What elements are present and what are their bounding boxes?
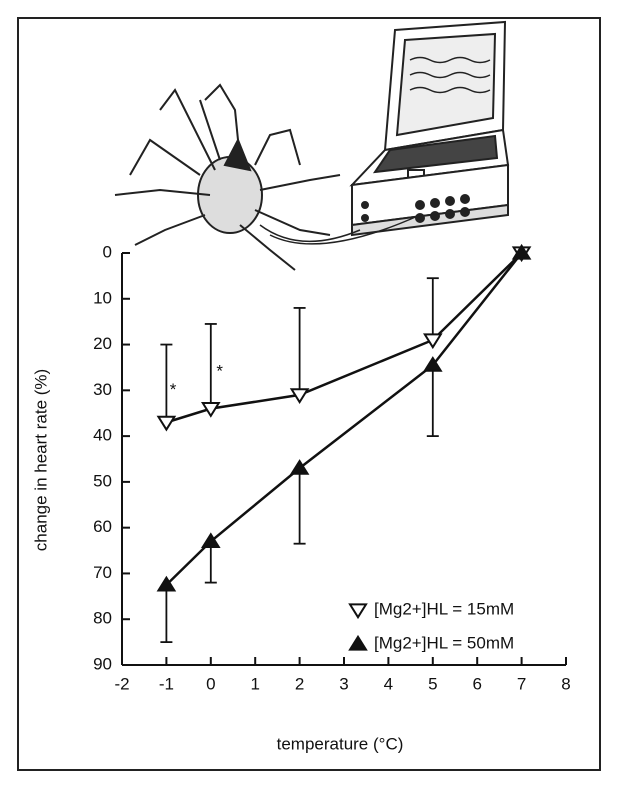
x-tick-label: -1 bbox=[159, 674, 174, 693]
marker bbox=[348, 603, 368, 620]
x-tick-label: 5 bbox=[428, 674, 437, 693]
x-tick-label: 7 bbox=[517, 674, 526, 693]
marker bbox=[200, 532, 221, 548]
legend-label: [Mg2+]HL = 15mM bbox=[374, 599, 514, 618]
y-tick-label: 0 bbox=[103, 242, 112, 261]
marker bbox=[422, 356, 443, 372]
annotation: * bbox=[170, 380, 177, 399]
y-tick-label: 40 bbox=[93, 426, 112, 445]
x-tick-label: 4 bbox=[384, 674, 393, 693]
x-tick-label: 1 bbox=[250, 674, 259, 693]
marker bbox=[422, 333, 443, 350]
x-tick-label: 3 bbox=[339, 674, 348, 693]
marker bbox=[289, 388, 310, 404]
marker bbox=[348, 634, 368, 651]
x-tick-label: -2 bbox=[114, 674, 129, 693]
y-tick-label: 30 bbox=[93, 380, 112, 399]
frame bbox=[17, 17, 601, 771]
marker bbox=[289, 459, 310, 475]
x-tick-label: 6 bbox=[472, 674, 481, 693]
y-tick-label: 90 bbox=[93, 654, 112, 673]
x-tick-label: 0 bbox=[206, 674, 215, 693]
crab-illustration bbox=[114, 83, 421, 271]
x-axis-label: temperature (°C) bbox=[277, 734, 404, 753]
y-axis-label: change in heart rate (%) bbox=[31, 369, 50, 551]
x-tick-label: 8 bbox=[561, 674, 570, 693]
legend-label: [Mg2+]HL = 50mM bbox=[374, 633, 514, 652]
y-tick-label: 60 bbox=[93, 517, 112, 536]
y-tick-label: 10 bbox=[93, 288, 112, 307]
annotation: * bbox=[216, 362, 223, 381]
y-tick-label: 20 bbox=[93, 334, 112, 353]
marker bbox=[156, 575, 177, 592]
y-tick-label: 50 bbox=[93, 471, 112, 490]
series-line bbox=[166, 252, 523, 424]
y-tick-label: 80 bbox=[93, 609, 112, 628]
marker bbox=[200, 402, 221, 418]
marker bbox=[156, 415, 177, 432]
series-line bbox=[165, 252, 523, 586]
marker bbox=[511, 243, 532, 260]
laptop-illustration bbox=[349, 20, 510, 237]
y-tick-label: 70 bbox=[93, 563, 112, 582]
x-tick-label: 2 bbox=[295, 674, 304, 693]
